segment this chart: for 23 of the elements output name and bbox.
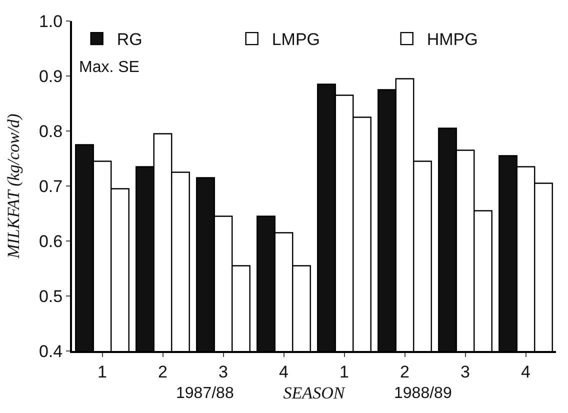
x-tick-label: 2 xyxy=(158,362,168,382)
text: 1987/88 xyxy=(176,385,234,402)
y-tick-label: 0.7 xyxy=(38,176,63,196)
x-tick-label: 3 xyxy=(218,362,228,382)
y-axis-title: MILKFAT (kg/cow/d) xyxy=(4,113,24,260)
y-tick-label: 0.9 xyxy=(38,66,63,86)
x-tick-label: 1 xyxy=(98,362,107,382)
y-tick-label: 0.5 xyxy=(38,286,63,306)
legend-label: HMPG xyxy=(426,30,478,50)
y-tick-label: 0.6 xyxy=(38,232,63,251)
legend-label: LMPG xyxy=(272,30,320,50)
x-tick-label: 4 xyxy=(279,362,288,382)
x-tick-label: 2 xyxy=(400,362,410,382)
x-tick-label: 3 xyxy=(460,362,470,382)
text: 1988/89 xyxy=(394,385,452,402)
y-tick-label: 0.8 xyxy=(38,122,63,141)
x-tick-label: 1 xyxy=(340,362,349,382)
legend-label: RG xyxy=(116,30,142,50)
x-axis-title: SEASON xyxy=(283,383,346,402)
annotation: Max. SE xyxy=(79,59,140,76)
y-tick-label: 0.4 xyxy=(38,342,63,361)
y-tick-label: 1.0 xyxy=(38,12,63,31)
x-tick-label: 4 xyxy=(521,362,530,382)
